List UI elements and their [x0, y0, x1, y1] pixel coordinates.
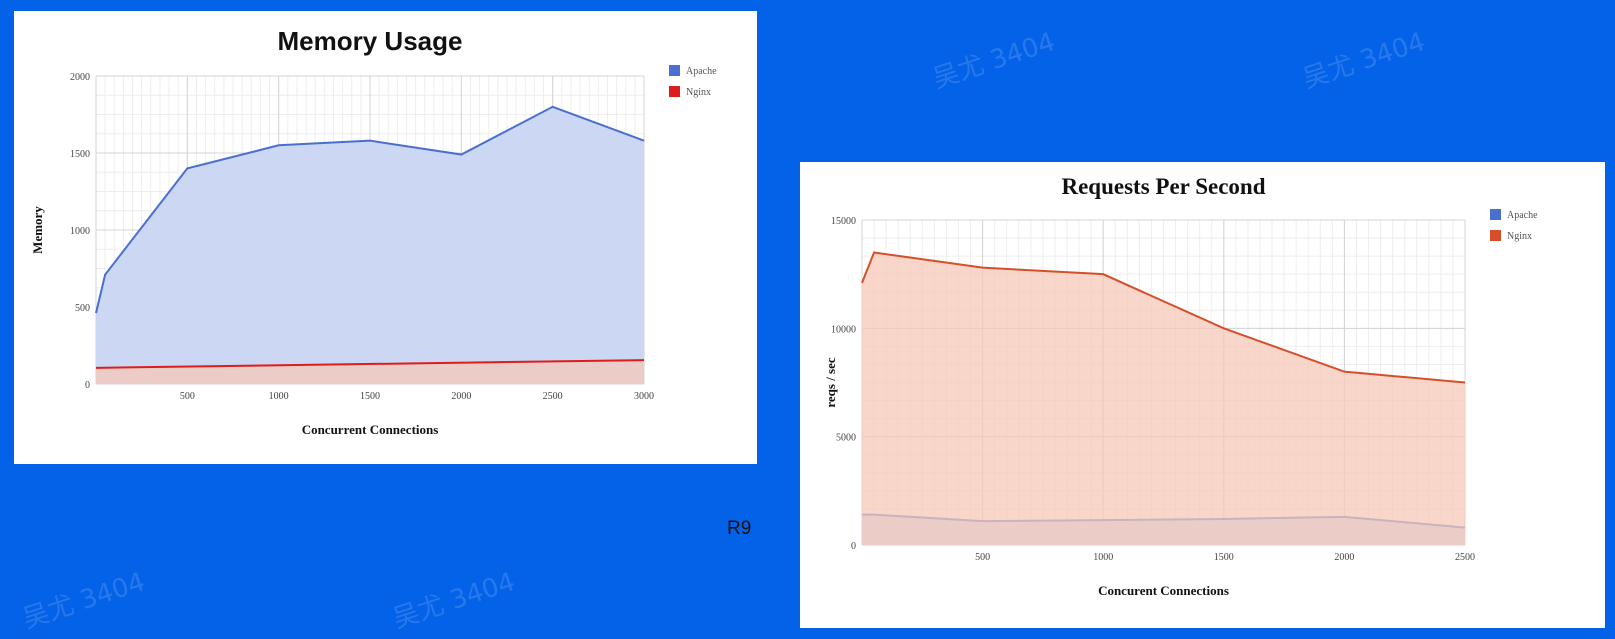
x-tick-label: 1500: [360, 391, 380, 402]
legend-label-nginx: Nginx: [1507, 231, 1532, 242]
x-tick-label: 2500: [1455, 552, 1475, 563]
y-tick-label: 2000: [70, 72, 90, 83]
x-tick-label: 500: [180, 391, 195, 402]
y-tick-label: 1500: [70, 149, 90, 160]
legend-label-apache: Apache: [1507, 210, 1538, 221]
y-tick-label: 0: [85, 380, 90, 391]
legend-label-apache: Apache: [686, 66, 717, 77]
y-tick-label: 1000: [70, 226, 90, 237]
y-tick-label: 15000: [831, 216, 856, 227]
series-line-apache: [95, 105, 645, 314]
y-tick-label: 0: [851, 541, 856, 552]
faint-watermark: 吴尤 3404: [929, 27, 1059, 95]
memory-usage-chart-panel: 500 1000 1500 2000 2500 3000 0 500 1000 1500 2000 M…: [14, 11, 757, 464]
x-tick-label: 1000: [1093, 552, 1113, 563]
site-watermark: 掘金技术社区 @ Cool: [1380, 597, 1603, 622]
x-tick-label: 2000: [451, 391, 471, 402]
faint-watermark: 吴尤 3404: [1299, 27, 1429, 95]
faint-watermark: 吴尤 3404: [389, 567, 519, 635]
chart-title: Memory Usage: [278, 26, 463, 56]
x-tick-label: 2500: [543, 391, 563, 402]
x-tick-label: 1000: [269, 391, 289, 402]
x-tick-label: 2000: [1334, 552, 1354, 563]
faint-watermark: 吴尤 3404: [19, 567, 149, 635]
chart-title: Requests Per Second: [1061, 174, 1265, 199]
series-area-nginx: [862, 252, 1465, 545]
legend-swatch-nginx: [669, 86, 680, 97]
y-axis-label: reqs / sec: [823, 357, 838, 408]
x-axis-label: Concurrent Connections: [302, 422, 439, 437]
slide-label: R9: [727, 518, 752, 539]
y-tick-label: 500: [75, 303, 90, 314]
x-tick-label: 3000: [634, 391, 654, 402]
y-tick-label: 10000: [831, 324, 856, 335]
legend-label-nginx: Nginx: [686, 87, 711, 98]
legend-swatch-nginx: [1490, 230, 1501, 241]
x-tick-label: 1500: [1214, 552, 1234, 563]
series-line-nginx: [95, 359, 645, 369]
requests-per-second-chart: 500 1000 1500 2000 2500 0 5000 10000 15000 Reques…: [823, 174, 1538, 598]
legend-swatch-apache: [1490, 209, 1501, 220]
memory-usage-chart: 500 1000 1500 2000 2500 3000 0 500 1000 1500 2000 M…: [30, 26, 717, 437]
x-axis-label: Concurent Connections: [1098, 583, 1229, 598]
y-tick-label: 5000: [836, 433, 856, 444]
requests-per-second-chart-panel: 500 1000 1500 2000 2500 0 5000 10000 15000 Reques…: [800, 162, 1605, 628]
y-axis-label: Memory: [30, 206, 45, 254]
x-tick-label: 500: [975, 552, 990, 563]
legend-swatch-apache: [669, 65, 680, 76]
series-area-apache: [96, 106, 644, 385]
